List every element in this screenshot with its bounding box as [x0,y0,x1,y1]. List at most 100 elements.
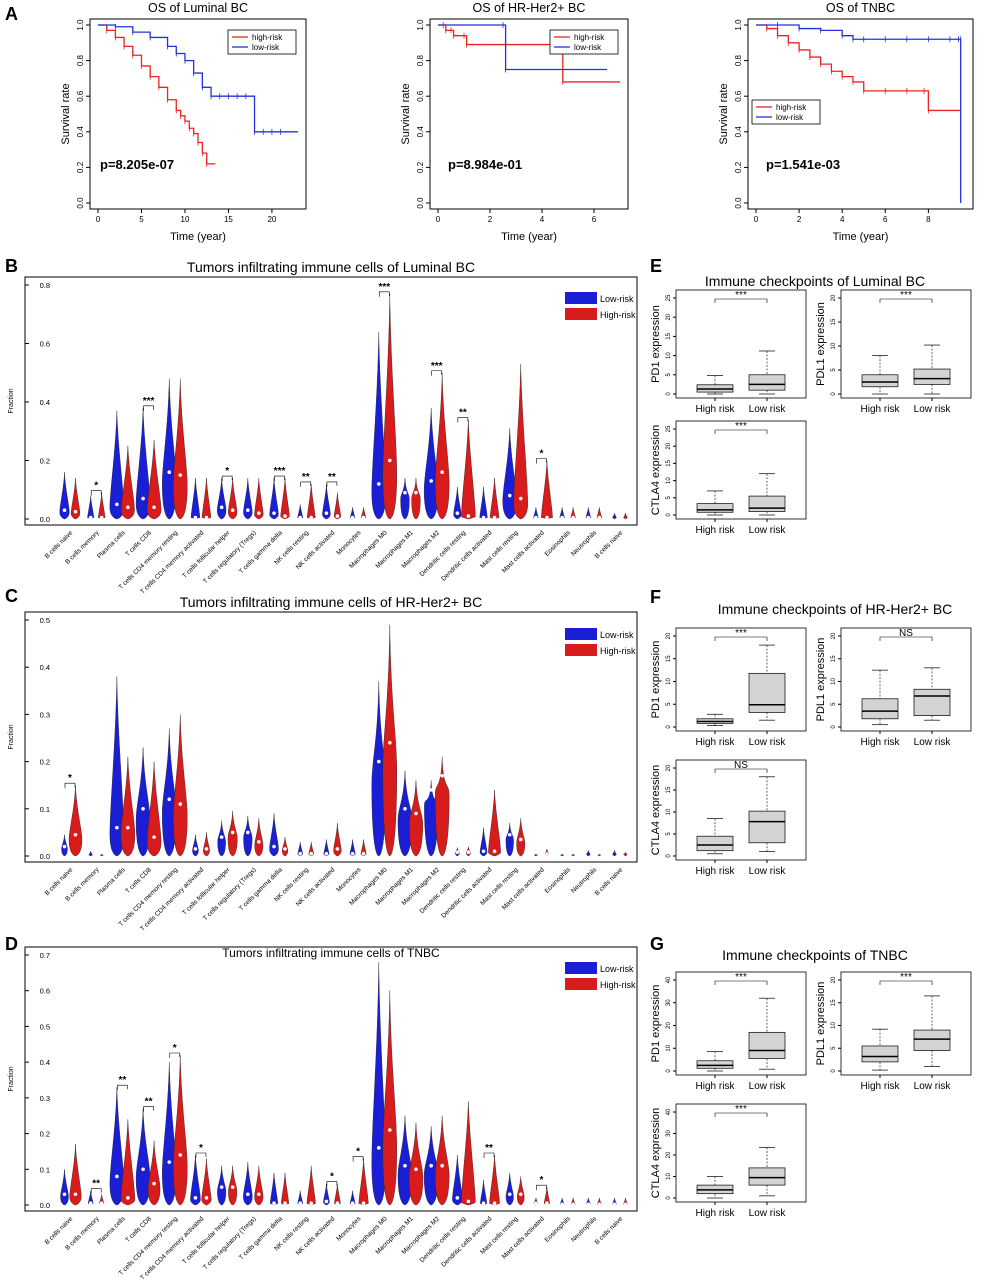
sig-bracket [143,1106,154,1112]
panel-letter: G [650,934,664,954]
violin-low-13 [397,771,413,857]
chart-title: OS of Luminal BC [148,1,248,15]
median-dot [361,851,366,856]
median-dot [466,514,471,518]
legend-box [751,99,821,125]
y-tick-label: 10 [666,352,672,359]
median-dot [324,511,329,515]
x-tick-label: Low risk [749,1081,787,1092]
sig-stars: * [356,1147,360,1158]
sig-stars: * [94,481,98,492]
median-dot [403,807,407,811]
legend-swatch [565,978,597,990]
median-dot [62,844,67,849]
y-tick-label: 0.2 [734,161,743,173]
median-dot [193,515,198,520]
box-iqr [696,835,734,852]
y-tick-label: 5 [666,832,672,836]
category-label: Dendritic cells activated [440,1215,494,1269]
median-dot [62,508,67,513]
median-dot [403,1163,407,1168]
violin-high-3 [146,761,162,857]
violin-low-3 [135,1108,151,1206]
sig-bracket [714,980,768,985]
km-panel-km-luminal: A OS of Luminal BC 0.0 0.2 0.4 0.6 0.8 1.0 0 5 10 1… [5,1,307,243]
violin-high-12 [382,624,397,857]
boxplot-box-tnbc-pd1: G Immune checkpoints of TNBC 0 10 20 30 40 PD1 … [650,934,908,1092]
chart-title: Tumors infiltrating immune cells of TNBC [222,946,440,960]
legend-swatch [565,628,597,640]
median-dot [335,1201,340,1206]
y-tick-label: 0.2 [76,161,85,173]
x-tick-label: 10 [181,215,190,224]
sig-bracket [274,475,285,482]
y-tick-label: 0.5 [40,1022,50,1031]
violin-high-6 [228,478,238,520]
y-tick-label: 10 [831,678,837,685]
violin-high-16 [488,789,501,857]
violin-low-17 [505,822,514,857]
median-dot [507,493,512,498]
median-dot [376,1146,381,1150]
y-tick-label: 0 [666,725,672,729]
y-axis-label: Fraction [8,724,15,749]
x-tick-label: High risk [696,737,736,748]
y-tick-label: 20 [831,976,837,983]
y-axis-label: Survival rate [400,83,412,144]
sig-stars: *** [274,466,286,477]
x-tick-label: 0 [754,215,759,224]
violin-low-7 [243,1162,253,1206]
y-tick-label: 0.3 [40,1094,50,1103]
legend-label: high-risk [776,103,807,112]
x-tick-label: 4 [840,215,845,224]
violin-low-2 [109,676,125,857]
median-dot [115,502,119,507]
median-dot [376,482,381,486]
violin-low-3 [135,747,151,857]
violin-low-20 [586,850,591,857]
violin-high-21 [623,513,628,520]
sig-label: *** [735,628,747,639]
median-dot [545,852,549,856]
y-tick-label: 0.2 [40,1130,50,1139]
violin-high-7 [254,1165,264,1206]
median-dot [298,851,303,856]
y-tick-label: 15 [831,999,837,1006]
violin-high-4 [173,1054,188,1206]
y-tick-label: 5 [831,1046,837,1050]
median-dot [230,1185,235,1189]
violin-high-2 [120,756,136,857]
violin-low-17 [505,1172,514,1206]
x-tick-label: 6 [592,215,597,224]
median-dot [545,1201,549,1206]
median-dot [571,1202,575,1207]
x-tick-label: Low risk [749,866,787,877]
y-axis-label: PDL1 expression [815,302,827,386]
sig-label: *** [735,1104,747,1115]
median-dot [518,1192,523,1197]
median-dot [152,1181,156,1186]
box-iqr [913,688,951,716]
y-tick-label: 0.1 [40,1165,50,1174]
y-tick-label: 1.0 [734,19,743,31]
median-dot [560,515,564,520]
panel-letter: B [5,256,18,276]
x-axis-label: Time (year) [501,231,557,243]
violin-high-5 [201,1158,212,1206]
median-dot [230,508,235,513]
median-dot [88,515,93,520]
median-dot [571,515,575,520]
median-dot [361,1201,366,1206]
median-dot [141,807,145,811]
km-curve-high-risk [98,24,216,165]
x-tick-label: Low risk [914,1081,952,1092]
violin-high-14 [434,372,450,520]
median-dot [440,773,444,778]
violin-low-1 [87,495,95,520]
violin-low-11 [349,839,356,857]
legend-box [227,29,297,55]
legend-swatch [565,962,597,974]
violin-low-16 [479,486,488,520]
x-tick-label: Low risk [749,1208,787,1219]
violin-high-13 [408,780,423,857]
